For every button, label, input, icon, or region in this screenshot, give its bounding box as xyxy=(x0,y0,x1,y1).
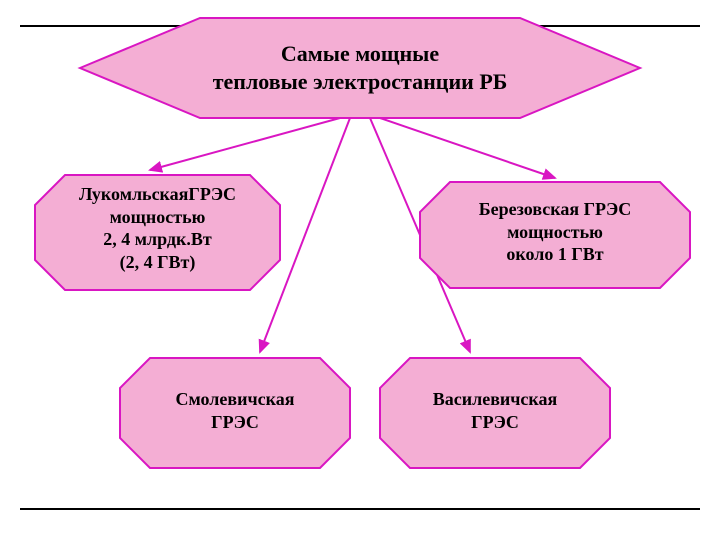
arrow-1 xyxy=(150,118,340,170)
child-label-1: ЛукомльскаяГРЭС мощностью 2, 4 млрдк.Вт … xyxy=(35,183,280,273)
arrow-2 xyxy=(380,118,555,178)
child-label-4: Василевичская ГРЭС xyxy=(380,388,610,433)
child-label-2: Березовская ГРЭС мощностью около 1 ГВт xyxy=(420,198,690,266)
root-label: Самые мощные тепловые электростанции РБ xyxy=(120,40,600,95)
child-label-3: Смолевичская ГРЭС xyxy=(120,388,350,433)
